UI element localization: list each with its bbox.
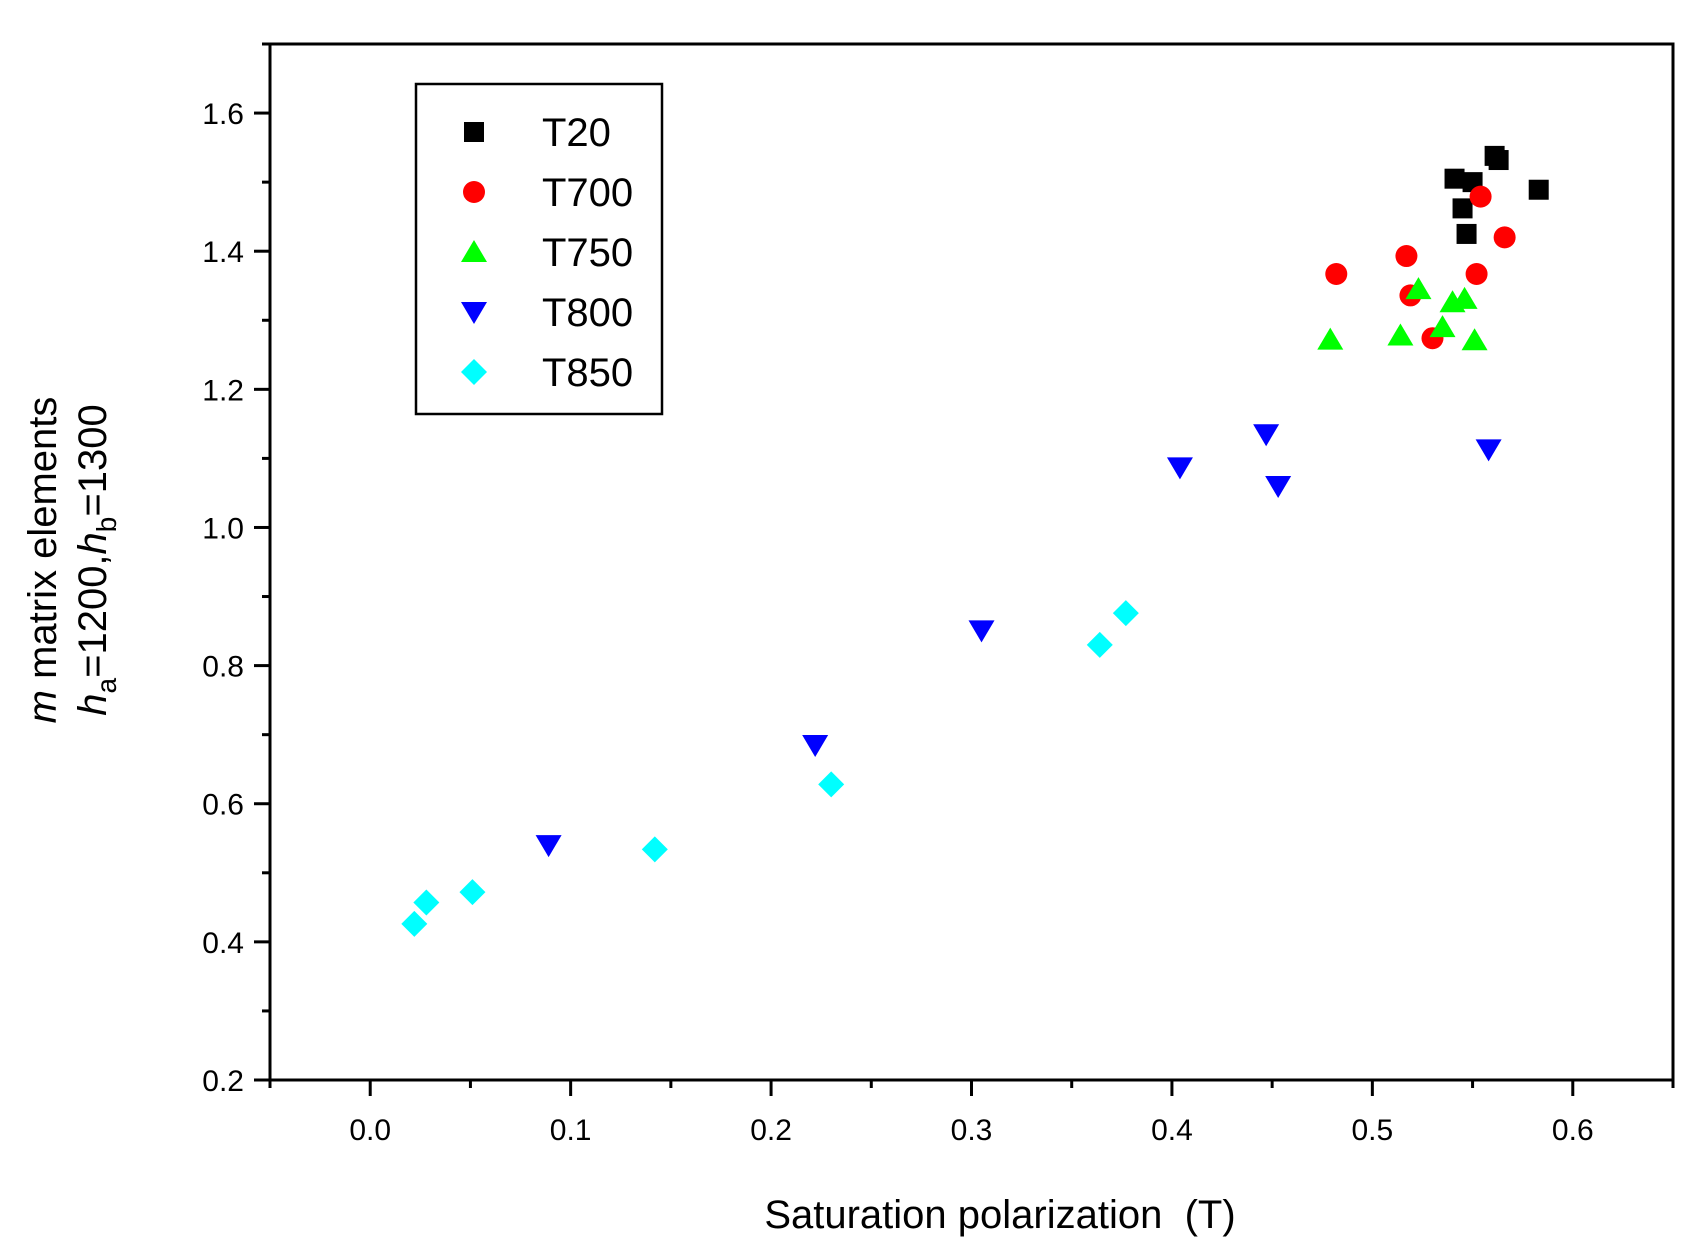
data-point-t700	[1325, 262, 1348, 285]
data-point-t850	[818, 771, 845, 798]
data-point-t20	[1444, 168, 1465, 189]
data-point-t700	[1469, 185, 1492, 208]
y-axis-title-line2: ha=1200,hb=1300	[71, 404, 122, 715]
series-t800	[535, 424, 1502, 858]
y-tick-label: 1.2	[202, 374, 244, 407]
hb-value: =1300	[71, 404, 115, 516]
data-series-layer	[401, 145, 1549, 937]
data-point-t700	[1465, 262, 1488, 285]
data-point-t850	[459, 879, 486, 906]
data-point-t750	[1429, 315, 1456, 338]
data-point-t850	[641, 836, 668, 863]
data-point-t20	[1488, 150, 1509, 171]
data-point-t20	[1456, 223, 1477, 244]
hb-symbol: h	[71, 532, 115, 554]
data-point-t850	[1112, 600, 1139, 627]
x-tick-label: 0.5	[1351, 1114, 1393, 1147]
data-point-t800	[1166, 457, 1193, 480]
data-point-t700	[1395, 245, 1418, 268]
data-point-t750	[1405, 277, 1432, 300]
data-point-t850	[1086, 631, 1113, 658]
legend-marker-t850	[461, 359, 487, 385]
data-point-t850	[401, 910, 428, 937]
data-point-t800	[802, 735, 829, 758]
data-point-t800	[968, 620, 995, 643]
data-point-t750	[1451, 286, 1478, 309]
legend-box	[414, 82, 664, 416]
x-tick-label: 0.6	[1552, 1114, 1594, 1147]
data-point-t20	[1528, 179, 1549, 200]
x-tick-label: 0.4	[1151, 1114, 1193, 1147]
y-tick-label: 0.6	[202, 789, 244, 822]
y-axis-title-text: matrix elements	[21, 397, 65, 690]
ha-symbol: h	[71, 693, 115, 715]
y-tick-label: 0.8	[202, 651, 244, 684]
data-point-t750	[1461, 328, 1488, 351]
data-point-t800	[1265, 476, 1292, 499]
legend-label-t750: T750	[542, 231, 633, 275]
legend-label-t850: T850	[542, 351, 633, 395]
data-point-t800	[535, 835, 562, 858]
x-axis-title: Saturation polarization (T)	[764, 1193, 1235, 1237]
ha-value: =1200,	[71, 554, 115, 677]
data-point-t700	[1493, 226, 1516, 249]
y-tick-label: 1.6	[202, 98, 244, 131]
legend-label-t20: T20	[542, 111, 611, 155]
series-t750	[1317, 277, 1488, 351]
hb-subscript: b	[91, 517, 122, 533]
data-point-t750	[1387, 323, 1414, 346]
data-point-t800	[1253, 424, 1280, 447]
y-tick-label: 1.4	[202, 236, 244, 269]
legend-label-t700: T700	[542, 171, 633, 215]
y-tick-label: 0.2	[202, 1065, 244, 1098]
data-point-t850	[413, 889, 440, 916]
x-tick-label: 0.1	[550, 1114, 592, 1147]
x-tick-label: 0.0	[349, 1114, 391, 1147]
series-t850	[401, 600, 1139, 937]
y-tick-label: 0.4	[202, 927, 244, 960]
x-tick-label: 0.2	[750, 1114, 792, 1147]
y-axis-title: m matrix elements ha=1200,hb=1300	[21, 397, 122, 724]
y-tick-label: 1.0	[202, 512, 244, 545]
legend-label-t800: T800	[542, 291, 633, 335]
legend-marker-t20	[464, 122, 484, 142]
x-axis-ticks: 0.0 0.1 0.2 0.3 0.4 0.5 0.6	[268, 1080, 1675, 1147]
series-t700	[1325, 185, 1516, 350]
y-axis-title-line1: m matrix elements	[21, 397, 65, 724]
y-axis-title-italic-m: m	[21, 690, 65, 723]
x-tick-label: 0.3	[951, 1114, 993, 1147]
series-t20	[1444, 145, 1549, 244]
legend-marker-t800	[461, 302, 487, 324]
ha-subscript: a	[91, 677, 122, 693]
data-point-t750	[1317, 327, 1344, 350]
y-axis-ticks: 0.2 0.4 0.6 0.8 1.0 1.2 1.4 1.6	[202, 42, 270, 1098]
legend: T20 T700 T750 T800 T850	[414, 82, 664, 416]
data-point-t20	[1452, 198, 1473, 219]
legend-marker-t750	[461, 240, 487, 262]
data-point-t800	[1475, 439, 1502, 462]
legend-marker-t700	[463, 181, 485, 203]
